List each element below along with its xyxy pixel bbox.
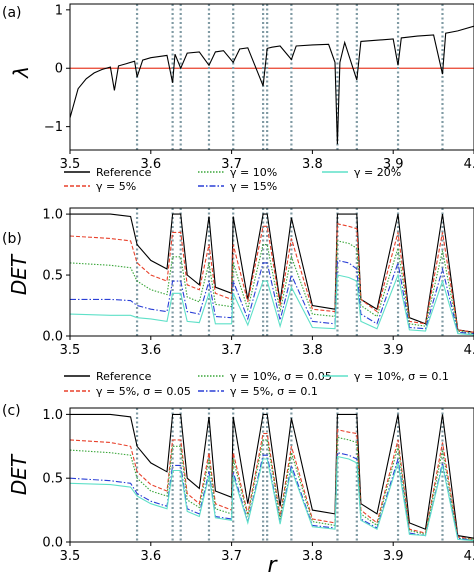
panel-c-legend-label-3: γ = 5%, σ = 0.1 — [230, 385, 318, 398]
panel-b-legend-label-1: γ = 5% — [96, 180, 136, 193]
panel-b-frame — [69, 207, 474, 337]
panel-a-xtick-label-0: 3.5 — [60, 157, 81, 172]
panel-c-legend-label-0: Reference — [96, 370, 152, 383]
panel-c-series-1 — [69, 429, 474, 540]
panel-c-xlabel: r — [267, 553, 278, 578]
panel-c-series-0 — [70, 413, 474, 539]
panel-b-legend-label-4: γ = 20% — [354, 166, 401, 179]
panel-a-ytick-label-1: 0 — [55, 62, 63, 77]
panel-b-series-2 — [69, 240, 474, 335]
panel-b-xtick-label-3: 3.8 — [302, 343, 323, 358]
panel-a-plot: 3.5 3.6 3.7 3.8 3.9 4.0 1 0 −1 — [44, 3, 474, 172]
panel-b-ytick-label-2: 0.0 — [42, 330, 63, 345]
panel-a-ylabel: λ — [9, 66, 33, 79]
panel-b-xtick-label-4: 3.9 — [383, 343, 404, 358]
panel-a-ytick-label-0: 1 — [55, 3, 63, 18]
panel-c-xtick-label-5: 4.0 — [464, 549, 474, 564]
panel-c-series-2 — [69, 436, 474, 540]
panel-c-xtick-label-4: 3.9 — [383, 549, 404, 564]
panel-b-xtick-label-0: 3.5 — [60, 343, 81, 358]
panel-c-xtick-label-3: 3.8 — [302, 549, 323, 564]
panel-a-xtick-label-5: 4.0 — [464, 157, 474, 172]
panel-a-label: (a) — [2, 5, 22, 21]
panel-b-legend-label-2: γ = 10% — [230, 166, 277, 179]
panel-c-ylabel: DET — [7, 453, 31, 495]
panel-b-legend-label-3: γ = 15% — [230, 180, 277, 193]
panel-c-ytick-label-1: 0.5 — [42, 472, 63, 487]
panel-b-series-1 — [69, 223, 474, 333]
panel-c-ytick-label-2: 0.0 — [42, 536, 63, 551]
panel-a-frame — [69, 3, 474, 151]
panel-c-legend-label-2: γ = 10%, σ = 0.05 — [230, 370, 332, 383]
panel-c-xtick-label-2: 3.7 — [221, 549, 242, 564]
panel-c-legend-label-1: γ = 5%, σ = 0.05 — [96, 385, 191, 398]
panel-b-legend-label-0: Reference — [96, 166, 152, 179]
panel-c-series-4 — [69, 455, 474, 542]
panel-a-xtick-label-3: 3.8 — [302, 157, 323, 172]
panel-c-frame — [69, 407, 474, 543]
panel-b-series-0 — [70, 213, 474, 333]
panel-b-xtick-label-1: 3.6 — [140, 343, 161, 358]
panel-a-ytick-label-2: −1 — [44, 120, 63, 135]
panel-c-legend-label-4: γ = 10%, σ = 0.1 — [354, 370, 449, 383]
panel-a-xtick-label-1: 3.6 — [140, 157, 161, 172]
panel-b-label: (b) — [2, 231, 22, 247]
panel-c-legend: Reference γ = 5%, σ = 0.05 γ = 10%, σ = 0.… — [64, 370, 449, 398]
panel-b-xtick-label-5: 4.0 — [464, 343, 474, 358]
panel-b-ylabel: DET — [7, 253, 31, 295]
panel-b-series-4 — [69, 273, 474, 336]
panel-c-xtick-label-1: 3.6 — [140, 549, 161, 564]
chart-panels: 3.5 3.6 3.7 3.8 3.9 4.0 1 0 −1 3.5 3.6 3.7 3.8 3.9 4.0… — [42, 3, 474, 564]
panel-c-ytick-label-0: 1.0 — [42, 408, 63, 423]
panel-a-xtick-label-4: 3.9 — [383, 157, 404, 172]
panel-b-series-3 — [70, 259, 474, 335]
panel-c-xtick-label-0: 3.5 — [60, 549, 81, 564]
panel-b-ytick-label-1: 0.5 — [42, 269, 63, 284]
panel-a-xtick-label-2: 3.7 — [221, 157, 242, 172]
panel-c-label: (c) — [2, 403, 21, 419]
panel-c-plot: 3.5 3.6 3.7 3.8 3.9 4.0 1.0 0.5 0.0 Reference γ = … — [42, 370, 474, 564]
panel-b-ytick-label-0: 1.0 — [42, 208, 63, 223]
panel-a-series-0 — [69, 25, 474, 145]
panel-b-xtick-label-2: 3.7 — [221, 343, 242, 358]
